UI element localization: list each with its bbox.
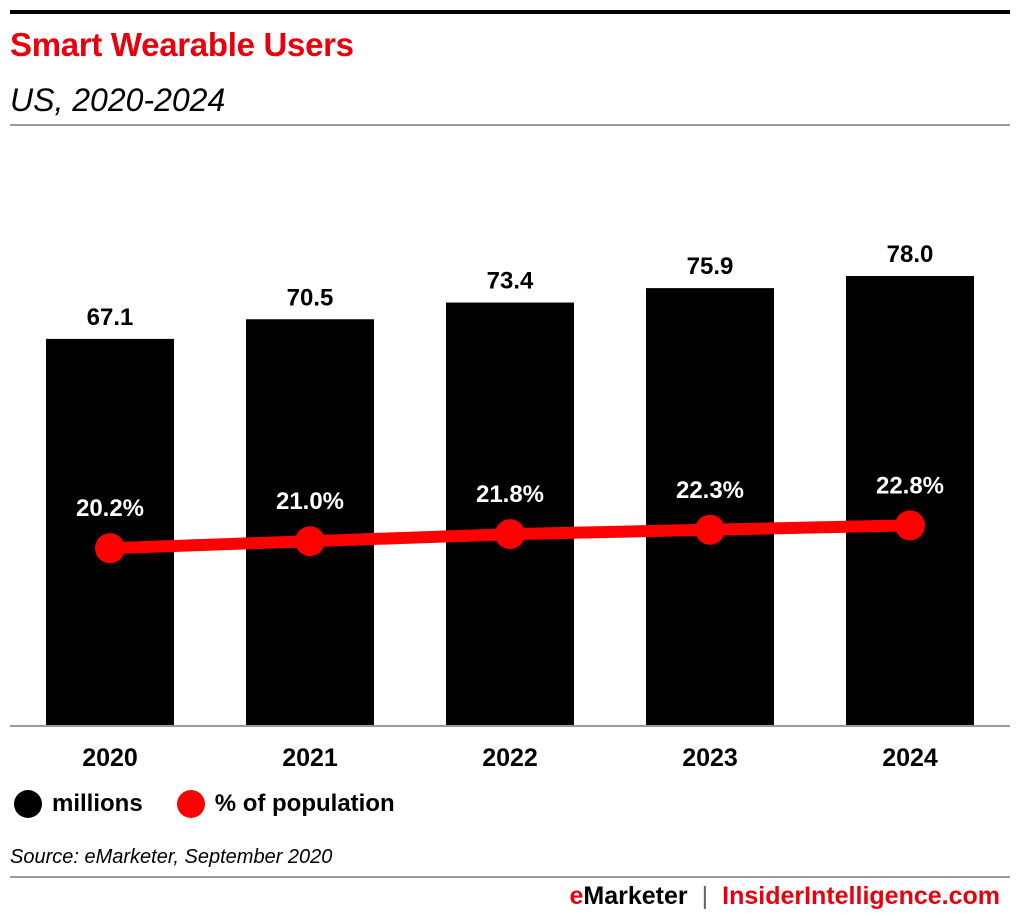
population-label-2021: 21.0%	[276, 488, 344, 515]
population-label-2020: 20.2%	[76, 495, 144, 522]
brand-emarketer: eMarketer	[570, 882, 688, 911]
population-label-2023: 22.3%	[676, 477, 744, 504]
x-tick-label-2020: 2020	[82, 744, 138, 772]
population-point-2022	[495, 519, 525, 550]
footer-separator: |	[701, 882, 709, 910]
brand-emarketer-e: e	[569, 882, 584, 910]
legend-label-millions: millions	[52, 790, 143, 817]
brand-insider-intelligence: InsiderIntelligence.com	[722, 882, 1000, 910]
top-rule	[10, 10, 1010, 14]
bar-value-label-2024: 78.0	[887, 241, 934, 268]
labels-layer: 67.1 2020 70.5 2021 73.4 2022 75.9 2023 78.0 2024…	[76, 241, 944, 772]
bar-value-label-2023: 75.9	[687, 253, 734, 280]
bar-2022	[446, 302, 574, 726]
bars-layer	[46, 276, 974, 726]
legend-swatch-millions	[14, 790, 42, 818]
population-label-2022: 21.8%	[476, 481, 544, 508]
x-tick-label-2022: 2022	[482, 744, 538, 772]
bar-2023	[646, 288, 774, 726]
bar-2021	[246, 319, 374, 726]
legend-swatch-population	[176, 790, 205, 818]
x-tick-label-2023: 2023	[682, 744, 738, 772]
bottom-rule	[10, 876, 1010, 878]
legend-label-population: % of population	[214, 790, 395, 817]
population-point-2021	[295, 526, 325, 557]
brand-emarketer-rest: Marketer	[583, 882, 688, 910]
legend: millions % of population	[14, 790, 429, 818]
population-point-2020	[95, 533, 125, 564]
bar-value-label-2020: 67.1	[87, 304, 134, 331]
bar-2024	[846, 276, 974, 726]
population-point-2024	[895, 510, 925, 541]
footer: eMarketer | InsiderIntelligence.com	[570, 882, 1001, 911]
chart-subtitle: US, 2020-2024	[10, 82, 226, 118]
chart-area: 67.1 2020 70.5 2021 73.4 2022 75.9 2023 78.0 2024…	[10, 241, 1010, 772]
x-tick-label-2024: 2024	[882, 744, 938, 772]
line-layer	[95, 510, 925, 564]
bar-value-label-2022: 73.4	[487, 268, 534, 295]
legend-item-population: % of population	[176, 790, 395, 818]
population-point-2023	[695, 514, 725, 545]
bar-2020	[46, 338, 174, 726]
x-tick-label-2021: 2021	[282, 744, 338, 772]
legend-item-millions: millions	[14, 790, 143, 818]
source-note: Source: eMarketer, September 2020	[10, 846, 333, 868]
chart-title: Smart Wearable Users	[10, 26, 354, 63]
bar-value-label-2021: 70.5	[287, 284, 334, 311]
subtitle-rule	[10, 124, 1010, 126]
population-label-2024: 22.8%	[876, 472, 944, 499]
